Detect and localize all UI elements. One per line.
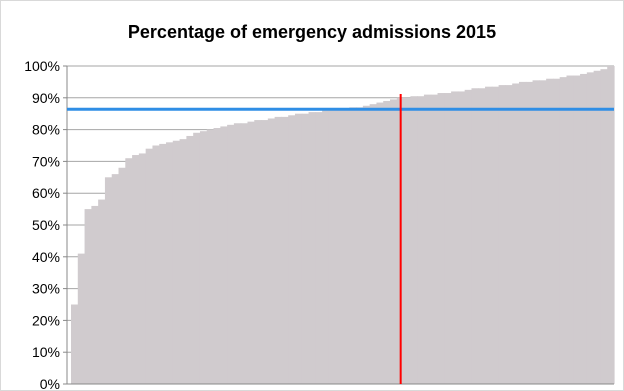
bar <box>233 123 242 385</box>
bar <box>267 118 276 384</box>
axes <box>63 65 614 385</box>
bar <box>152 145 160 384</box>
bar <box>274 116 283 384</box>
bar <box>288 115 296 384</box>
bar <box>485 86 493 385</box>
bar <box>166 142 174 384</box>
bar <box>451 91 459 384</box>
bar <box>301 113 310 384</box>
y-tick-label: 30% <box>32 281 60 297</box>
bar <box>308 112 316 385</box>
y-tick-label: 70% <box>32 153 60 169</box>
y-tick-label: 20% <box>32 312 60 328</box>
bar <box>410 96 418 385</box>
bar <box>199 131 208 384</box>
bar <box>322 110 330 385</box>
bar <box>369 104 378 384</box>
bar <box>498 85 506 384</box>
bar <box>471 88 479 384</box>
y-tick-label: 40% <box>32 249 60 265</box>
bar <box>213 128 221 384</box>
bar <box>580 73 588 384</box>
bar <box>586 72 595 385</box>
bar <box>356 107 364 384</box>
y-tick-label: 100% <box>24 58 60 74</box>
bar <box>518 81 527 385</box>
bar <box>281 116 289 384</box>
bar <box>315 112 323 385</box>
bar <box>247 121 255 385</box>
bar <box>328 110 337 385</box>
bar <box>71 304 79 384</box>
bar <box>573 75 581 384</box>
bar <box>342 108 350 385</box>
bar <box>240 123 249 385</box>
bar <box>559 77 568 384</box>
bar <box>600 69 608 385</box>
bar <box>464 89 473 384</box>
bar <box>417 96 425 385</box>
bar <box>227 124 235 384</box>
bar <box>132 155 140 384</box>
bar <box>532 80 540 384</box>
bar <box>77 253 86 384</box>
bar <box>91 205 99 384</box>
bars <box>71 66 615 385</box>
bar <box>437 93 445 384</box>
bar <box>125 158 133 384</box>
bar <box>179 139 187 384</box>
bar <box>546 78 554 384</box>
bar <box>423 94 432 385</box>
bar <box>261 120 269 384</box>
bar <box>512 83 520 385</box>
bar <box>403 97 411 385</box>
reference-lines <box>67 93 614 384</box>
bar <box>145 148 154 384</box>
bar <box>444 93 452 384</box>
bar <box>84 209 92 384</box>
bar <box>478 88 486 384</box>
bar <box>390 99 398 384</box>
y-tick-label: 10% <box>32 344 60 360</box>
bar <box>254 120 262 384</box>
bar <box>138 153 147 384</box>
bar <box>349 107 357 384</box>
bar <box>566 75 574 384</box>
y-tick-label: 50% <box>32 217 60 233</box>
bar <box>98 199 106 384</box>
bar <box>362 105 371 384</box>
bar <box>457 91 466 384</box>
y-tick-label: 90% <box>32 90 60 106</box>
bar <box>491 86 500 385</box>
bar <box>206 129 215 384</box>
bar <box>111 174 120 384</box>
bar <box>539 80 547 384</box>
y-tick-label: 0% <box>40 376 60 391</box>
y-tick-label: 80% <box>32 122 60 138</box>
bar <box>335 108 344 385</box>
bar <box>104 177 113 384</box>
y-tick-label: 60% <box>32 185 60 201</box>
chart-title: Percentage of emergency admissions 2015 <box>127 22 497 42</box>
bar <box>593 70 602 385</box>
y-tick-labels: 0% 10% 20% 30% 40% 50% 60% 70% 80% 90% 100% <box>24 58 60 391</box>
bar <box>186 135 194 384</box>
bar <box>294 113 303 384</box>
bar <box>430 94 439 385</box>
bar <box>376 102 384 384</box>
bar <box>159 143 167 384</box>
bar <box>552 78 561 384</box>
bar <box>505 85 513 384</box>
bar <box>607 66 615 384</box>
bar <box>193 132 201 384</box>
bar <box>220 126 228 385</box>
bar <box>118 167 126 384</box>
bar <box>172 140 181 384</box>
bar <box>525 81 534 385</box>
bar <box>383 100 391 384</box>
